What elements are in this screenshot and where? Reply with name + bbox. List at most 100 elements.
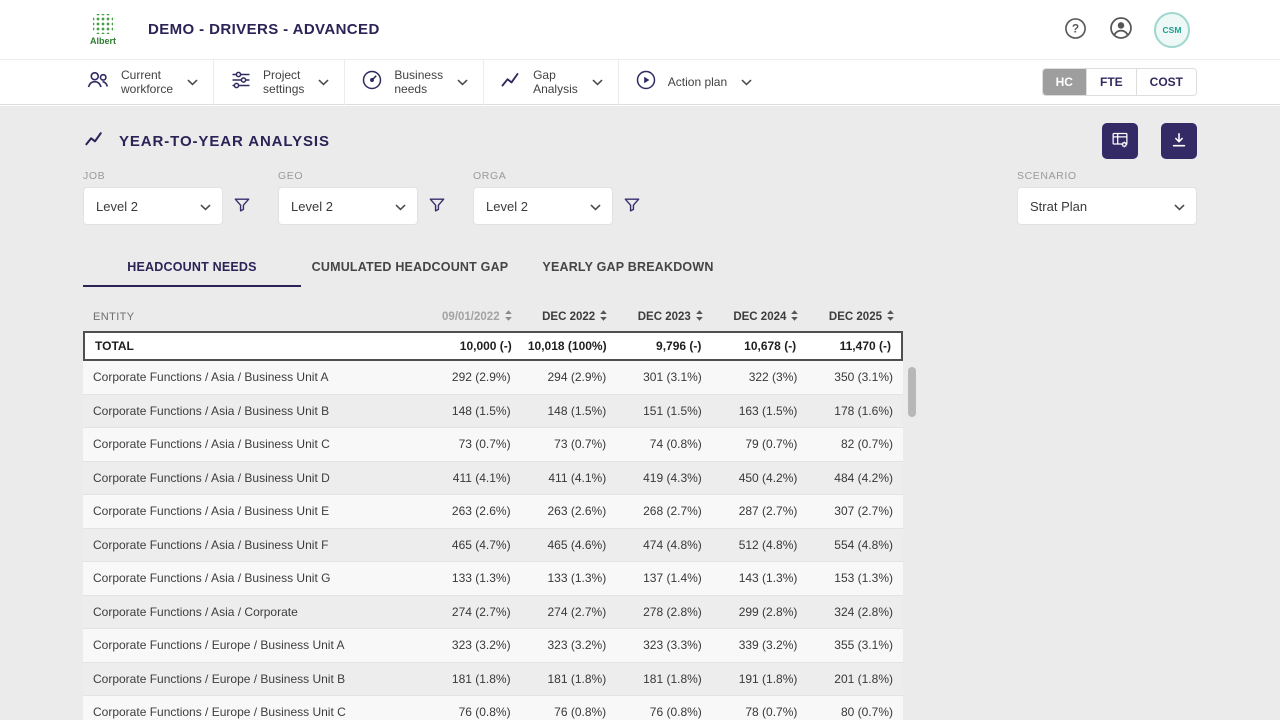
content-header: YEAR-TO-YEAR ANALYSIS xyxy=(83,122,1197,160)
value-cell: 73 (0.7%) xyxy=(521,437,617,451)
table-row: Corporate Functions / Asia / Business Un… xyxy=(83,428,903,462)
job-level-select[interactable]: Level 2 xyxy=(83,187,223,225)
value-cell: 274 (2.7%) xyxy=(425,605,521,619)
column-header-label: 09/01/2022 xyxy=(442,311,500,323)
tab-cumulated-headcount-gap[interactable]: CUMULATED HEADCOUNT GAP xyxy=(301,247,519,287)
value-cell: 554 (4.8%) xyxy=(807,538,903,552)
column-header-dec2022[interactable]: DEC 2022 xyxy=(521,309,617,325)
value-cell: 322 (3%) xyxy=(712,370,808,384)
toggle-cost-button[interactable]: COST xyxy=(1136,69,1196,95)
value-cell: 201 (1.8%) xyxy=(807,672,903,686)
download-button[interactable] xyxy=(1161,123,1197,159)
headcount-table: ENTITY 09/01/2022 DEC 2022 DEC 2023 DEC … xyxy=(83,303,903,720)
value-cell: 419 (4.3%) xyxy=(616,471,712,485)
total-label: TOTAL xyxy=(85,339,427,353)
chevron-down-icon xyxy=(200,199,211,214)
value-cell: 78 (0.7%) xyxy=(712,705,808,719)
filters-row: JOB Level 2 GEO xyxy=(83,170,1197,225)
topbar-right: ? CSM xyxy=(1062,12,1190,48)
table-row: Corporate Functions / Europe / Business … xyxy=(83,663,903,697)
chevron-down-icon xyxy=(1174,199,1185,214)
value-cell: 74 (0.8%) xyxy=(616,437,712,451)
filter-label: SCENARIO xyxy=(1017,170,1197,182)
column-header-dec2023[interactable]: DEC 2023 xyxy=(616,309,712,325)
value-cell: 178 (1.6%) xyxy=(807,404,903,418)
nav-item-action-plan[interactable]: Action plan xyxy=(619,60,767,105)
pivot-settings-button[interactable] xyxy=(1102,123,1138,159)
filter-label: GEO xyxy=(278,170,456,182)
table-row: Corporate Functions / Asia / Business Un… xyxy=(83,395,903,429)
help-button[interactable]: ? xyxy=(1062,17,1088,43)
nav-item-current-workforce[interactable]: Current workforce xyxy=(83,60,213,105)
value-cell: 324 (2.8%) xyxy=(807,605,903,619)
entity-cell: Corporate Functions / Europe / Business … xyxy=(83,638,425,652)
entity-cell: Corporate Functions / Asia / Business Un… xyxy=(83,437,425,451)
sort-icon xyxy=(790,309,799,325)
workforce-people-icon xyxy=(85,67,111,98)
toggle-hc-button[interactable]: HC xyxy=(1043,69,1086,95)
job-filter-button[interactable] xyxy=(223,187,261,225)
header-actions xyxy=(1102,123,1197,159)
entity-cell: Corporate Functions / Asia / Business Un… xyxy=(83,538,425,552)
orga-level-select[interactable]: Level 2 xyxy=(473,187,613,225)
nav-item-gap-analysis[interactable]: Gap Analysis xyxy=(484,60,618,105)
column-header-label: DEC 2022 xyxy=(542,311,595,323)
geo-level-select[interactable]: Level 2 xyxy=(278,187,418,225)
filter-label: ORGA xyxy=(473,170,651,182)
unit-toggle-group: HC FTE COST xyxy=(1042,68,1197,96)
nav-label: Action plan xyxy=(668,75,727,89)
app-root: Albert DEMO - DRIVERS - ADVANCED ? CSM xyxy=(0,0,1280,720)
tab-yearly-gap-breakdown[interactable]: YEARLY GAP BREAKDOWN xyxy=(519,247,737,287)
chevron-down-icon xyxy=(187,79,198,86)
value-cell: 82 (0.7%) xyxy=(807,437,903,451)
albert-logo-mark-icon xyxy=(93,14,113,34)
nav-item-business-needs[interactable]: Business needs xyxy=(345,60,483,105)
value-cell: 148 (1.5%) xyxy=(521,404,617,418)
total-row: TOTAL 10,000 (-) 10,018 (100%) 9,796 (-)… xyxy=(83,331,903,361)
value-cell: 76 (0.8%) xyxy=(425,705,521,719)
scenario-select[interactable]: Strat Plan xyxy=(1017,187,1197,225)
nav-item-project-settings[interactable]: Project settings xyxy=(214,60,344,105)
total-value: 9,796 (-) xyxy=(617,339,712,353)
value-cell: 484 (4.2%) xyxy=(807,471,903,485)
value-cell: 292 (2.9%) xyxy=(425,370,521,384)
orga-filter-button[interactable] xyxy=(613,187,651,225)
nav-label: Current workforce xyxy=(121,68,173,97)
albert-logo[interactable]: Albert xyxy=(84,14,122,46)
sort-icon xyxy=(599,309,608,325)
value-cell: 301 (3.1%) xyxy=(616,370,712,384)
column-header-dec2024[interactable]: DEC 2024 xyxy=(712,309,808,325)
value-cell: 299 (2.8%) xyxy=(712,605,808,619)
funnel-filter-icon xyxy=(232,195,252,218)
table-row: Corporate Functions / Asia / Business Un… xyxy=(83,529,903,563)
tab-headcount-needs[interactable]: HEADCOUNT NEEDS xyxy=(83,247,301,287)
account-button[interactable] xyxy=(1108,17,1134,43)
filter-geo: GEO Level 2 xyxy=(278,170,456,225)
value-cell: 474 (4.8%) xyxy=(616,538,712,552)
column-header-dec2025[interactable]: DEC 2025 xyxy=(807,309,903,325)
main-nav: Current workforce Project settings Busin… xyxy=(0,60,1280,105)
value-cell: 133 (1.3%) xyxy=(521,571,617,585)
total-value: 10,678 (-) xyxy=(711,339,806,353)
column-header-baseline[interactable]: 09/01/2022 xyxy=(425,309,521,325)
value-cell: 450 (4.2%) xyxy=(712,471,808,485)
geo-filter-button[interactable] xyxy=(418,187,456,225)
value-cell: 143 (1.3%) xyxy=(712,571,808,585)
value-cell: 191 (1.8%) xyxy=(712,672,808,686)
sort-icon xyxy=(504,309,513,325)
filter-orga: ORGA Level 2 xyxy=(473,170,651,225)
value-cell: 151 (1.5%) xyxy=(616,404,712,418)
entity-cell: Corporate Functions / Europe / Business … xyxy=(83,705,425,719)
entity-cell: Corporate Functions / Asia / Business Un… xyxy=(83,571,425,585)
value-cell: 355 (3.1%) xyxy=(807,638,903,652)
entity-cell: Corporate Functions / Asia / Corporate xyxy=(83,605,425,619)
value-cell: 181 (1.8%) xyxy=(521,672,617,686)
sort-icon xyxy=(886,309,895,325)
user-avatar[interactable]: CSM xyxy=(1154,12,1190,48)
line-chart-icon xyxy=(499,68,523,97)
toggle-fte-button[interactable]: FTE xyxy=(1086,69,1136,95)
nav-label: Business needs xyxy=(394,68,443,97)
table-row: Corporate Functions / Asia / Business Un… xyxy=(83,495,903,529)
table-scrollbar-thumb[interactable] xyxy=(908,367,916,417)
chevron-down-icon xyxy=(395,199,406,214)
